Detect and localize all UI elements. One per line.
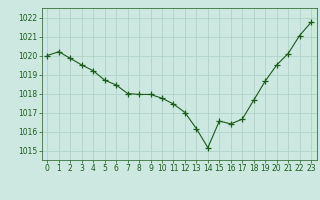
Text: Graphe pression niveau de la mer (hPa): Graphe pression niveau de la mer (hPa)	[43, 184, 277, 194]
